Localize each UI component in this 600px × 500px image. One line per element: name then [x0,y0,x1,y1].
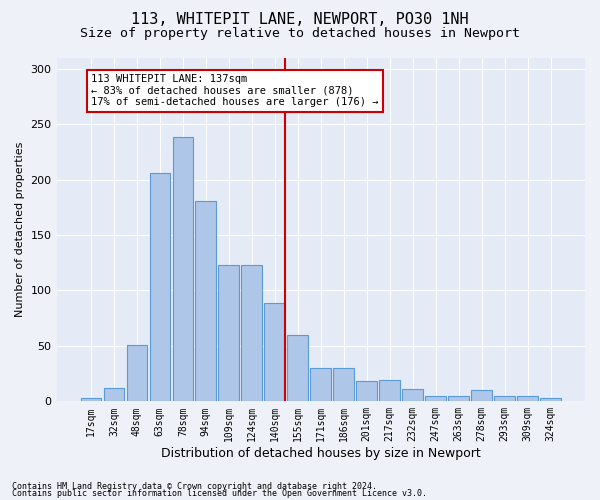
Bar [334,368,354,402]
Bar [403,389,423,402]
Bar [310,368,331,402]
Bar [494,396,515,402]
Bar [540,398,561,402]
Bar [517,396,538,402]
X-axis label: Distribution of detached houses by size in Newport: Distribution of detached houses by size … [161,447,481,460]
Bar [472,390,492,402]
Text: Size of property relative to detached houses in Newport: Size of property relative to detached ho… [80,28,520,40]
Bar [287,335,308,402]
Text: 113, WHITEPIT LANE, NEWPORT, PO30 1NH: 113, WHITEPIT LANE, NEWPORT, PO30 1NH [131,12,469,28]
Bar [127,345,147,402]
Bar [448,396,469,402]
Bar [218,265,239,402]
Bar [241,265,262,402]
Bar [149,173,170,402]
Bar [425,396,446,402]
Bar [104,388,124,402]
Text: 113 WHITEPIT LANE: 137sqm
← 83% of detached houses are smaller (878)
17% of semi: 113 WHITEPIT LANE: 137sqm ← 83% of detac… [91,74,379,108]
Bar [196,200,216,402]
Bar [379,380,400,402]
Y-axis label: Number of detached properties: Number of detached properties [15,142,25,317]
Bar [265,302,285,402]
Bar [80,398,101,402]
Text: Contains public sector information licensed under the Open Government Licence v3: Contains public sector information licen… [12,489,427,498]
Bar [356,382,377,402]
Bar [173,138,193,402]
Text: Contains HM Land Registry data © Crown copyright and database right 2024.: Contains HM Land Registry data © Crown c… [12,482,377,491]
